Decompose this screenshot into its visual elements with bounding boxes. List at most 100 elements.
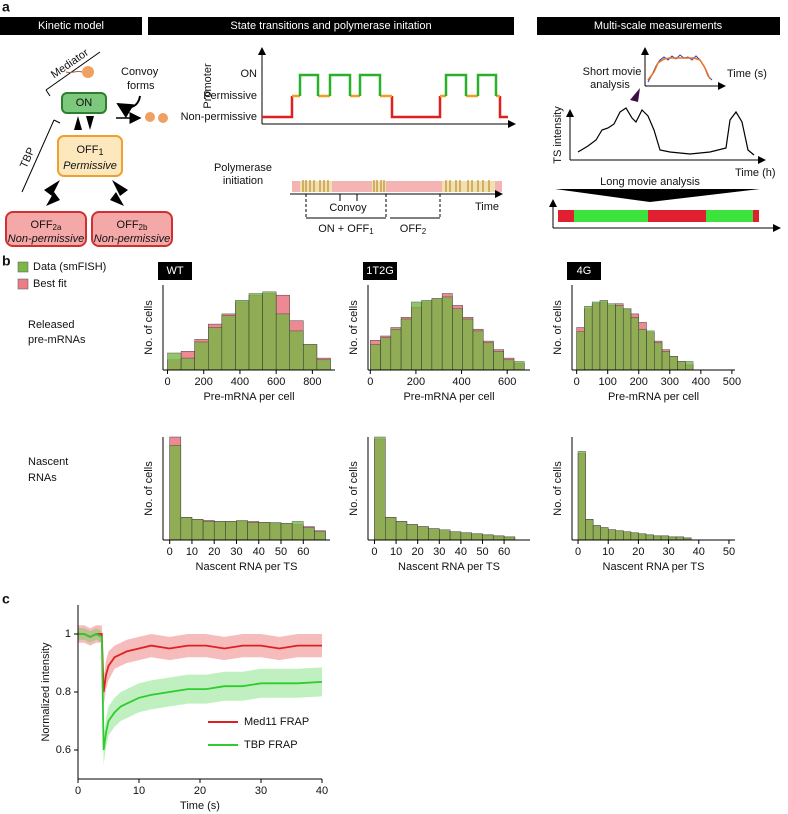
x-tick-label: 0 <box>164 376 170 388</box>
x-tick-label: 40 <box>455 546 467 558</box>
state-trace <box>262 96 508 119</box>
histogram-bar <box>615 305 624 371</box>
x-tick-label: 400 <box>452 376 470 388</box>
y-axis-title: No. of cells <box>552 461 564 516</box>
panel-label: c <box>2 591 10 607</box>
polymerase-icon <box>145 112 155 122</box>
histogram-bar <box>622 308 632 371</box>
histogram-bar <box>439 529 451 541</box>
histogram-bar <box>208 327 223 371</box>
chart-tag: 4G <box>577 265 592 277</box>
phase-label: OFF2 <box>400 223 427 236</box>
histogram-bar <box>417 526 429 541</box>
histogram-bar <box>615 530 624 541</box>
state-label: OFF2b <box>117 219 148 232</box>
chart-tag: WT <box>166 265 183 277</box>
bracket <box>45 89 51 97</box>
x-axis-title: Time (s) <box>180 800 220 812</box>
tag-box <box>363 262 397 280</box>
state-transitions: Promoter ON Permissive Non-permissive Po… <box>181 47 516 236</box>
legend-label: TBP FRAP <box>244 739 298 751</box>
x-tick-label: 0 <box>575 546 581 558</box>
x-tick-label: 40 <box>253 546 265 558</box>
state-box <box>91 211 173 247</box>
x-axis-title: Pre-mRNA per cell <box>203 391 294 403</box>
y-tick-label: 0.6 <box>56 744 71 756</box>
histogram-bar <box>400 318 412 371</box>
histogram-bar <box>441 296 453 371</box>
x-tick-label: 60 <box>498 546 510 558</box>
x-tick-label: 0 <box>75 785 81 797</box>
histogram-bar <box>314 531 326 541</box>
level-label: Non-permissive <box>181 111 257 123</box>
histogram-bar <box>630 317 640 371</box>
histogram-bar <box>236 520 248 541</box>
phase-text: ON + OFF <box>318 223 369 235</box>
histogram-bar <box>406 524 418 541</box>
y-axis-title: No. of cells <box>552 300 564 355</box>
y-axis-title: No. of cells <box>348 461 360 516</box>
state-sub: 2b <box>139 223 148 232</box>
x-tick-label: 200 <box>630 376 648 388</box>
histogram-bar <box>202 521 215 541</box>
state-label: ON <box>76 97 93 109</box>
trace <box>647 54 713 83</box>
histogram-bar <box>654 342 663 371</box>
panel-label: b <box>2 253 11 269</box>
y-axis-title: No. of cells <box>348 300 360 355</box>
x-tick-label: 100 <box>599 376 617 388</box>
histogram-bar <box>482 534 494 541</box>
x-tick-label: 400 <box>231 376 249 388</box>
histogram-bar <box>194 341 209 371</box>
axis-title: TS intensity <box>552 106 564 164</box>
histogram-bar <box>275 313 290 371</box>
x-tick-label: 40 <box>316 785 328 797</box>
state-segment <box>574 210 648 222</box>
x-tick-label: 40 <box>693 546 705 558</box>
histogram-bar <box>638 328 647 371</box>
histogram-bar <box>289 330 304 371</box>
histogram-bar <box>599 300 608 371</box>
x-tick-label: 0 <box>371 546 377 558</box>
histogram-bar <box>374 436 386 541</box>
state-segment <box>648 210 706 222</box>
x-tick-label: 10 <box>602 546 614 558</box>
kinetic-model: Mediator TBP Convoy forms ON OFF1 Permis… <box>5 47 173 247</box>
legend-swatch <box>17 261 29 273</box>
state-sub: 2a <box>53 223 62 232</box>
axis-title: Promoter <box>202 63 214 109</box>
histogram-bar <box>503 359 515 371</box>
state-segment <box>706 210 753 222</box>
legend-label: Med11 FRAP <box>244 716 309 728</box>
x-tick-label: 50 <box>476 546 488 558</box>
histogram-bar <box>280 523 293 541</box>
axis-title: Time (s) <box>727 68 767 80</box>
histogram-bar <box>380 337 392 371</box>
state-text: OFF <box>117 219 139 231</box>
arrowhead <box>74 116 82 130</box>
x-tick-label: 50 <box>723 546 735 558</box>
strip-label: Polymerase <box>214 162 272 174</box>
y-tick-label: 0.8 <box>56 686 71 698</box>
state-text: OFF <box>76 144 98 156</box>
inset-label: analysis <box>590 79 630 91</box>
y-axis-title: No. of cells <box>143 300 155 355</box>
state-note: Permissive <box>63 160 117 172</box>
x-tick-label: 20 <box>208 546 220 558</box>
state-text: OFF <box>31 219 53 231</box>
histogram-bar <box>262 291 277 371</box>
histogram-bar <box>411 301 422 371</box>
x-tick-label: 10 <box>133 785 145 797</box>
bracket <box>339 194 358 201</box>
bracket <box>45 51 101 91</box>
header: State transitions and polymerase initati… <box>230 20 431 32</box>
histogram-bar <box>661 351 671 371</box>
header-bar <box>537 17 780 35</box>
histogram-bar <box>660 535 669 541</box>
histogram-bar <box>370 344 381 371</box>
trace <box>577 107 755 156</box>
x-tick-label: 200 <box>195 376 213 388</box>
y-axis-title: No. of cells <box>143 461 155 516</box>
arrowhead <box>44 180 60 196</box>
